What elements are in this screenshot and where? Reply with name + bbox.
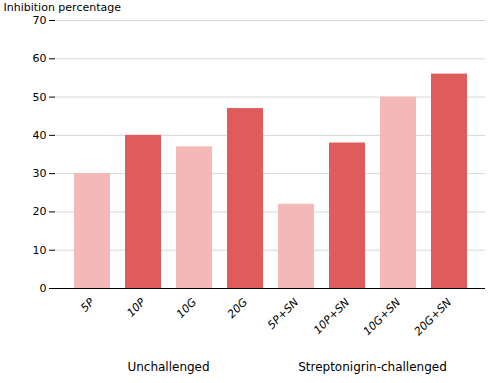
svg-text:5P: 5P: [78, 295, 97, 314]
svg-text:20G+SN: 20G+SN: [412, 296, 454, 338]
svg-text:0: 0: [40, 282, 47, 295]
svg-text:20G: 20G: [225, 296, 250, 321]
svg-text:5P+SN: 5P+SN: [265, 296, 301, 332]
svg-text:70: 70: [33, 14, 47, 27]
svg-text:10G+SN: 10G+SN: [361, 296, 403, 338]
svg-text:10P+SN: 10P+SN: [311, 296, 352, 337]
svg-text:Unchallenged: Unchallenged: [127, 360, 209, 374]
svg-text:10P: 10P: [124, 295, 148, 319]
svg-text:20: 20: [33, 205, 47, 218]
svg-text:50: 50: [33, 91, 47, 104]
svg-text:10G: 10G: [174, 296, 199, 321]
svg-text:10: 10: [33, 244, 47, 257]
svg-text:Inhibition percentage: Inhibition percentage: [4, 1, 122, 14]
svg-text:40: 40: [33, 129, 47, 142]
svg-text:30: 30: [33, 167, 47, 180]
svg-text:60: 60: [33, 52, 47, 65]
svg-text:Streptonigrin-challenged: Streptonigrin-challenged: [298, 360, 447, 374]
